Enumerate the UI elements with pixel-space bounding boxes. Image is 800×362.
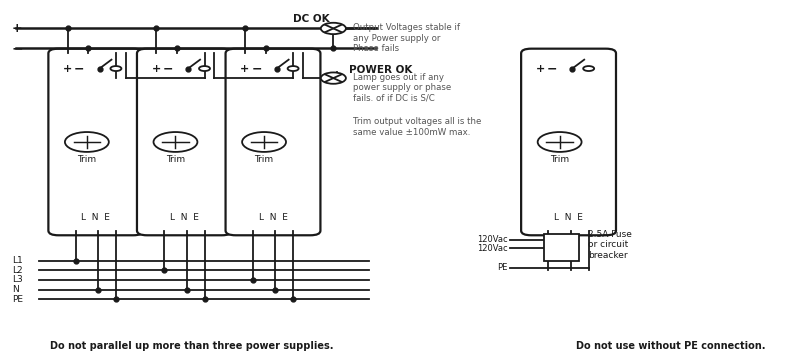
Text: L  N  E: L N E [258, 213, 287, 222]
Text: 120Vac: 120Vac [477, 235, 507, 244]
Text: PE: PE [497, 264, 507, 273]
FancyBboxPatch shape [521, 49, 616, 235]
Text: 120Vac: 120Vac [477, 244, 507, 253]
Text: Trim: Trim [78, 155, 97, 164]
Text: Trim: Trim [166, 155, 185, 164]
Text: Trim output voltages all is the
same value ±100mW max.: Trim output voltages all is the same val… [353, 117, 482, 136]
Text: PE: PE [12, 295, 23, 304]
Text: +: + [11, 22, 22, 35]
FancyBboxPatch shape [137, 49, 232, 235]
FancyBboxPatch shape [48, 49, 143, 235]
Text: L3: L3 [12, 275, 22, 285]
Text: −: − [162, 62, 174, 75]
Text: L1: L1 [12, 256, 22, 265]
Text: L  N  E: L N E [82, 213, 110, 222]
Circle shape [65, 132, 109, 152]
Circle shape [242, 132, 286, 152]
Text: +: + [536, 64, 545, 73]
Text: Trim: Trim [550, 155, 569, 164]
Text: L  N  E: L N E [554, 213, 583, 222]
Text: 2.5A Fuse
or circuit
breacker: 2.5A Fuse or circuit breacker [588, 230, 632, 260]
Text: POWER OK: POWER OK [349, 65, 413, 75]
Text: −: − [547, 62, 558, 75]
Text: +: + [63, 64, 72, 73]
Text: −: − [11, 41, 22, 55]
Text: −: − [251, 62, 262, 75]
Text: +: + [151, 64, 161, 73]
Bar [544, 234, 578, 261]
Text: Output Voltages stable if
any Power supply or
Phase fails: Output Voltages stable if any Power supp… [353, 23, 460, 53]
Text: −: − [74, 62, 85, 75]
FancyBboxPatch shape [226, 49, 321, 235]
Circle shape [321, 72, 346, 84]
Text: +: + [240, 64, 250, 73]
Circle shape [538, 132, 582, 152]
Circle shape [110, 66, 122, 71]
Text: L2: L2 [12, 266, 22, 275]
Circle shape [199, 66, 210, 71]
Text: Do not parallel up more than three power supplies.: Do not parallel up more than three power… [50, 341, 334, 350]
Text: DC OK: DC OK [293, 14, 330, 24]
Circle shape [154, 132, 198, 152]
Text: L  N  E: L N E [170, 213, 199, 222]
Circle shape [288, 66, 298, 71]
Text: Do not use without PE connection.: Do not use without PE connection. [576, 341, 766, 350]
Text: N: N [12, 285, 18, 294]
Text: Trim: Trim [254, 155, 274, 164]
Circle shape [321, 23, 346, 34]
Circle shape [583, 66, 594, 71]
Text: Lamp goes out if any
power supply or phase
fails. of if DC is S/C: Lamp goes out if any power supply or pha… [353, 73, 451, 102]
